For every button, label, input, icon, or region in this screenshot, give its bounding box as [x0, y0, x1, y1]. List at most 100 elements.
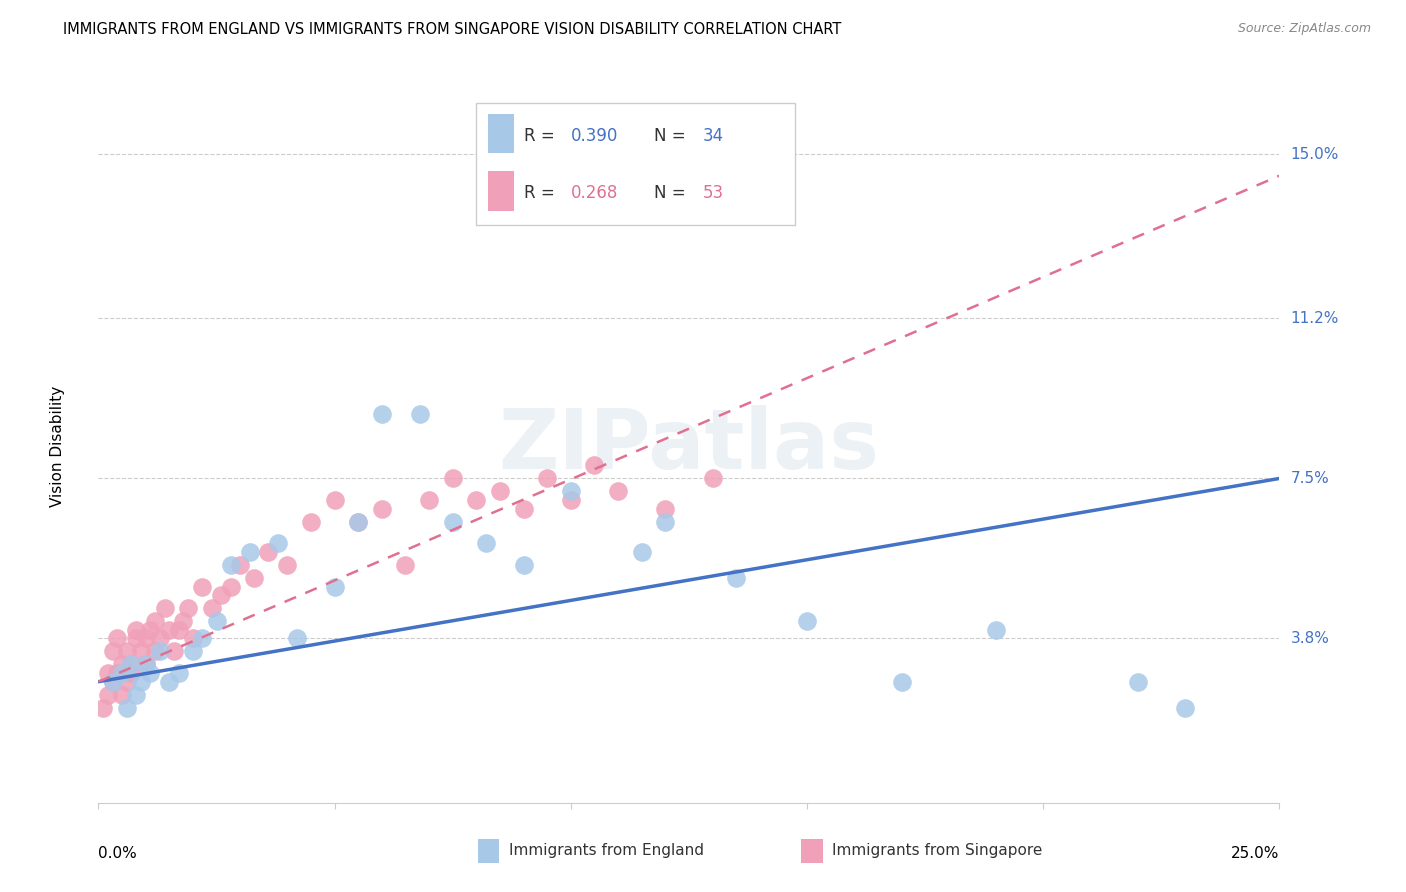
Point — [143, 614, 166, 628]
Point — [143, 644, 166, 658]
Point — [441, 515, 464, 529]
Point — [111, 657, 134, 672]
Point — [172, 614, 194, 628]
Point — [129, 644, 152, 658]
Text: 15.0%: 15.0% — [1291, 146, 1339, 161]
Point — [371, 501, 394, 516]
Point — [243, 571, 266, 585]
Point — [91, 700, 114, 714]
Point — [239, 545, 262, 559]
Point — [125, 688, 148, 702]
Point — [347, 515, 370, 529]
Text: Source: ZipAtlas.com: Source: ZipAtlas.com — [1237, 22, 1371, 36]
Point — [890, 674, 912, 689]
Point — [489, 484, 512, 499]
Text: R =: R = — [523, 127, 560, 145]
Point — [371, 407, 394, 421]
Point — [121, 666, 143, 681]
Point — [276, 558, 298, 572]
Point — [299, 515, 322, 529]
Text: 11.2%: 11.2% — [1291, 311, 1339, 326]
Text: 3.8%: 3.8% — [1291, 631, 1330, 646]
Point — [408, 407, 430, 421]
Text: Immigrants from England: Immigrants from England — [509, 844, 704, 858]
Point — [105, 632, 128, 646]
Point — [181, 644, 204, 658]
Point — [560, 484, 582, 499]
Point — [121, 657, 143, 672]
Point — [105, 666, 128, 681]
Point — [209, 588, 232, 602]
Text: 0.268: 0.268 — [571, 184, 619, 202]
Text: Vision Disability: Vision Disability — [49, 385, 65, 507]
Point — [153, 601, 176, 615]
Text: 0.390: 0.390 — [571, 127, 619, 145]
Point — [702, 471, 724, 485]
Point — [101, 644, 124, 658]
Point — [630, 545, 652, 559]
Bar — [488, 114, 515, 153]
Point — [475, 536, 498, 550]
Point — [229, 558, 252, 572]
Point — [1174, 700, 1197, 714]
Point — [536, 471, 558, 485]
Point — [157, 674, 180, 689]
Point — [157, 623, 180, 637]
Point — [135, 632, 157, 646]
Text: Immigrants from Singapore: Immigrants from Singapore — [832, 844, 1043, 858]
Point — [97, 666, 120, 681]
Point — [167, 666, 190, 681]
Point — [725, 571, 748, 585]
Point — [984, 623, 1007, 637]
Point — [323, 580, 346, 594]
Point — [181, 632, 204, 646]
Point — [139, 623, 162, 637]
Point — [111, 666, 134, 681]
Point — [163, 644, 186, 658]
Point — [129, 674, 152, 689]
Point — [219, 580, 242, 594]
Point — [1126, 674, 1149, 689]
Text: ZIPatlas: ZIPatlas — [499, 406, 879, 486]
Point — [512, 501, 534, 516]
Text: IMMIGRANTS FROM ENGLAND VS IMMIGRANTS FROM SINGAPORE VISION DISABILITY CORRELATI: IMMIGRANTS FROM ENGLAND VS IMMIGRANTS FR… — [63, 22, 842, 37]
Text: 34: 34 — [703, 127, 724, 145]
Point — [257, 545, 280, 559]
Text: 7.5%: 7.5% — [1291, 471, 1329, 486]
Point — [560, 493, 582, 508]
Point — [285, 632, 308, 646]
Point — [418, 493, 440, 508]
Point — [115, 700, 138, 714]
Point — [191, 580, 214, 594]
Point — [101, 674, 124, 689]
Point — [465, 493, 488, 508]
Point — [441, 471, 464, 485]
Text: N =: N = — [654, 127, 690, 145]
Point — [149, 644, 172, 658]
FancyBboxPatch shape — [477, 103, 796, 225]
Point — [267, 536, 290, 550]
Point — [394, 558, 416, 572]
Point — [115, 674, 138, 689]
Point — [97, 688, 120, 702]
Point — [135, 657, 157, 672]
Point — [139, 666, 162, 681]
Point — [121, 657, 143, 672]
Point — [201, 601, 224, 615]
Text: R =: R = — [523, 184, 560, 202]
Point — [607, 484, 630, 499]
Point — [177, 601, 200, 615]
Point — [125, 632, 148, 646]
Point — [135, 657, 157, 672]
Point — [101, 674, 124, 689]
Point — [111, 688, 134, 702]
Point — [796, 614, 818, 628]
Point — [347, 515, 370, 529]
Point — [125, 623, 148, 637]
Point — [115, 644, 138, 658]
Text: 25.0%: 25.0% — [1232, 846, 1279, 861]
Point — [205, 614, 228, 628]
Point — [583, 458, 606, 473]
Point — [654, 515, 676, 529]
Point — [149, 632, 172, 646]
